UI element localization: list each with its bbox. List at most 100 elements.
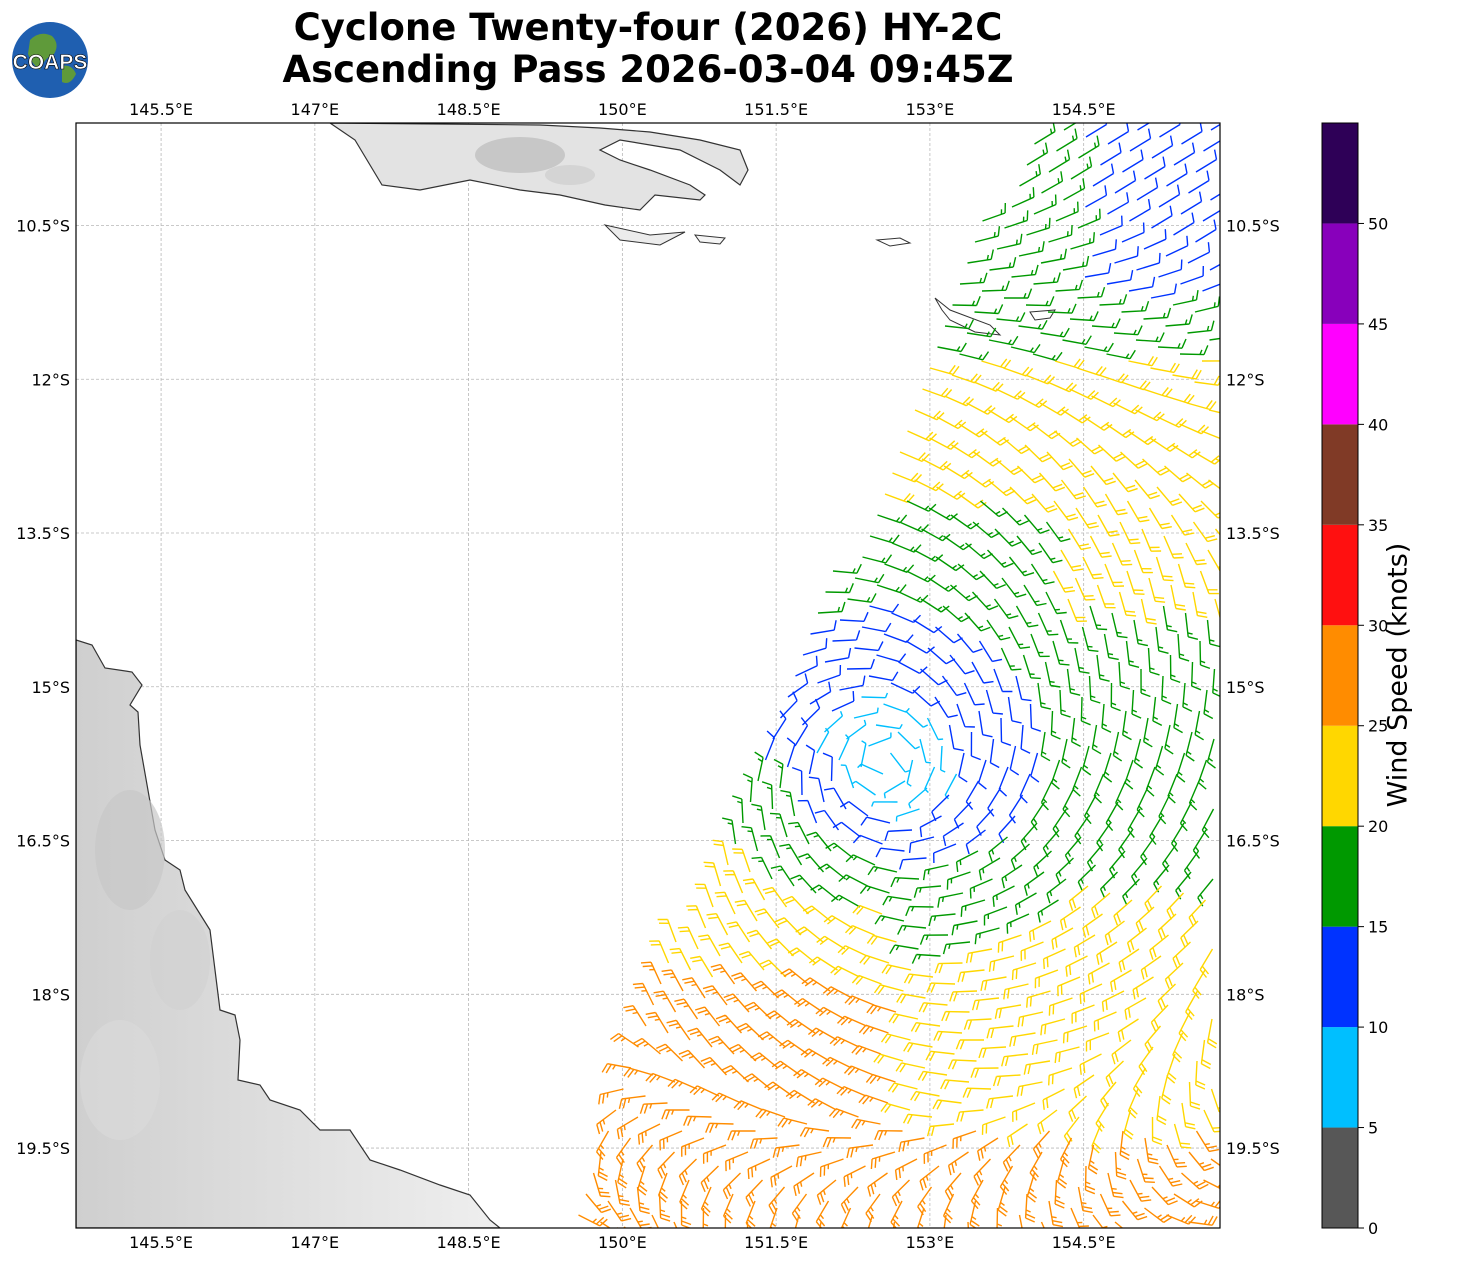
wind-barb — [1158, 1165, 1183, 1187]
wind-barb — [710, 963, 736, 985]
wind-barb — [616, 1116, 639, 1140]
wind-barb — [1079, 983, 1103, 1005]
wind-barb — [830, 894, 861, 908]
wind-barb — [929, 437, 959, 450]
wind-barb — [970, 1067, 999, 1078]
wind-barb — [798, 853, 825, 873]
wind-barb — [1209, 337, 1220, 341]
wind-barb — [1199, 640, 1211, 670]
wind-barb — [967, 249, 994, 264]
colorbar-bin — [1322, 323, 1358, 425]
wind-barb — [922, 864, 949, 881]
wind-barb — [1018, 241, 1045, 257]
wind-barb — [1210, 193, 1220, 201]
wind-barb — [993, 598, 1019, 620]
wind-barb — [733, 1100, 764, 1111]
wind-barb — [846, 658, 875, 670]
wind-barb — [1042, 948, 1066, 969]
wind-barb — [817, 601, 846, 614]
wind-barb — [794, 1214, 800, 1228]
colorbar-tick-label: 40 — [1368, 415, 1388, 434]
wind-barb — [1188, 899, 1207, 927]
wind-barb — [1126, 927, 1147, 953]
wind-barb — [640, 961, 662, 985]
wind-barb — [800, 1048, 830, 1062]
wind-barb — [1155, 556, 1174, 582]
wind-barb — [791, 766, 803, 796]
wind-barb — [983, 906, 1008, 926]
wind-barb — [1169, 654, 1181, 684]
wind-barb — [777, 1117, 808, 1128]
wind-barb — [1085, 1032, 1110, 1052]
wind-barb — [1173, 142, 1196, 166]
wind-barb — [1105, 1060, 1124, 1087]
wind-barb — [1158, 184, 1181, 208]
wind-barb — [746, 929, 773, 950]
wind-barb — [750, 1052, 779, 1069]
wind-barb — [949, 654, 975, 675]
wind-barb — [985, 689, 1003, 715]
colorbar-bin — [1322, 524, 1358, 626]
wind-barb — [1151, 1186, 1178, 1206]
wind-barb — [1040, 327, 1070, 338]
wind-barb — [755, 1108, 786, 1119]
wind-barb — [618, 1095, 646, 1109]
chart-title-line2: Ascending Pass 2026-03-04 09:45Z — [282, 48, 1014, 91]
wind-barb — [852, 834, 883, 845]
wind-barb — [1068, 458, 1095, 478]
wind-barb — [1185, 542, 1207, 566]
wind-barb — [1041, 171, 1064, 194]
wind-barb — [1056, 128, 1078, 152]
wind-barb — [839, 801, 869, 817]
wind-barb — [963, 682, 985, 706]
wind-barb — [629, 1207, 652, 1228]
wind-barb — [698, 934, 721, 957]
wind-barb — [1038, 472, 1066, 492]
wind-barb — [1054, 1046, 1080, 1064]
wind-barb — [1203, 1179, 1220, 1190]
wind-barb — [806, 831, 832, 852]
wind-barb — [657, 1151, 676, 1179]
wind-barb — [801, 977, 831, 992]
wind-barb — [1135, 409, 1165, 422]
wind-barb — [1060, 549, 1084, 572]
wind-barb — [597, 1151, 608, 1182]
wind-barb — [947, 1059, 977, 1070]
wind-barb — [1113, 325, 1143, 336]
wind-barb — [1164, 465, 1192, 483]
wind-barb — [1048, 997, 1073, 1016]
wind-barb — [639, 1102, 668, 1114]
wind-barb — [1155, 745, 1165, 776]
wind-barb — [907, 430, 937, 442]
wind-barb — [952, 1130, 977, 1149]
wind-barb — [1180, 920, 1199, 948]
wind-barb — [822, 1137, 852, 1148]
wind-barb — [1048, 1200, 1064, 1228]
wind-barb — [1161, 675, 1172, 705]
wind-barb — [1069, 311, 1099, 322]
wind-barb — [993, 668, 1013, 693]
wind-barb — [1030, 752, 1040, 783]
wind-barb — [1126, 500, 1150, 523]
wind-barb — [986, 549, 1014, 568]
wind-barb — [723, 870, 744, 894]
wind-barb — [814, 1077, 845, 1090]
wind-barb — [769, 812, 788, 838]
wind-barb — [1023, 584, 1047, 607]
wind-barb — [1136, 1158, 1155, 1183]
wind-barb — [700, 1186, 712, 1217]
wind-barb — [745, 1200, 756, 1228]
wind-barb — [1026, 990, 1051, 1008]
wind-barb — [1185, 990, 1199, 1021]
wind-barb — [824, 711, 844, 733]
wind-barb — [903, 973, 934, 984]
wind-barb — [1127, 808, 1141, 838]
wind-barb — [623, 1005, 647, 1027]
wind-barb — [731, 972, 758, 992]
wind-barb — [1121, 1200, 1148, 1221]
wind-speed-colorbar: 0 5 10 15 20 25 30 35 40 45 50 — [1321, 122, 1388, 1238]
wind-barb — [1202, 209, 1220, 222]
wind-barb — [1066, 668, 1081, 696]
wind-barb — [1050, 710, 1061, 740]
